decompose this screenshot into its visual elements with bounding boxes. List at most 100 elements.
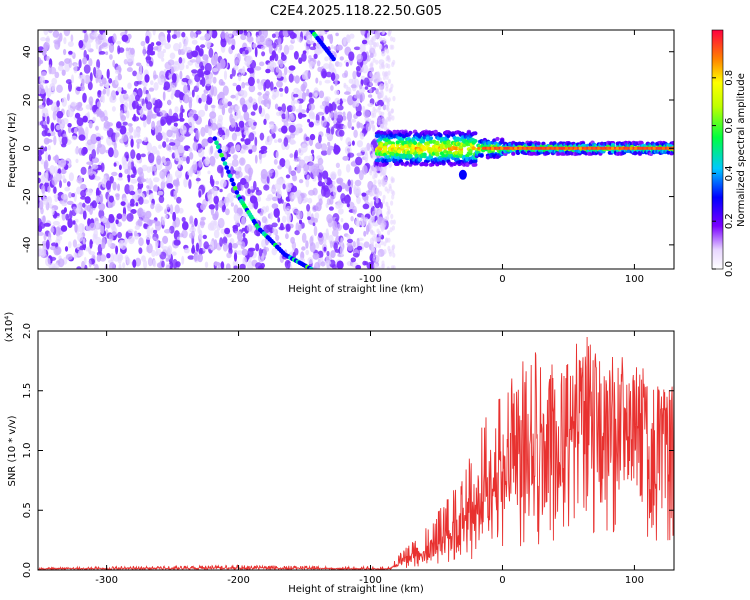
noise-speckle bbox=[138, 247, 143, 254]
noise-speckle bbox=[42, 42, 51, 51]
noise-speckle bbox=[135, 94, 140, 102]
noise-speckle bbox=[191, 69, 198, 74]
noise-speckle bbox=[279, 43, 283, 51]
noise-speckle bbox=[295, 123, 303, 129]
noise-speckle bbox=[321, 185, 325, 190]
noise-speckle bbox=[151, 145, 158, 155]
noise-speckle bbox=[128, 125, 134, 134]
noise-speckle bbox=[355, 264, 362, 269]
noise-speckle bbox=[204, 103, 208, 112]
noise-speckle bbox=[108, 215, 115, 224]
noise-speckle bbox=[259, 132, 265, 141]
noise-speckle bbox=[52, 30, 60, 38]
noise-speckle bbox=[290, 171, 297, 176]
noise-speckle bbox=[362, 203, 370, 210]
noise-speckle bbox=[44, 146, 48, 152]
y-tick-label: -20 bbox=[22, 188, 33, 204]
noise-speckle bbox=[210, 145, 214, 154]
noise-speckle bbox=[226, 153, 231, 158]
signal-hotspot bbox=[624, 146, 629, 150]
noise-speckle bbox=[106, 239, 113, 246]
noise-speckle bbox=[129, 190, 136, 196]
noise-speckle bbox=[111, 106, 116, 112]
noise-speckle bbox=[356, 245, 363, 251]
noise-speckle bbox=[181, 217, 186, 222]
noise-speckle bbox=[258, 105, 262, 114]
noise-speckle bbox=[225, 208, 230, 216]
noise-speckle bbox=[276, 80, 283, 88]
noise-speckle bbox=[363, 109, 371, 119]
noise-speckle bbox=[178, 57, 183, 64]
noise-speckle bbox=[161, 168, 169, 173]
noise-speckle bbox=[146, 226, 151, 237]
noise-speckle bbox=[326, 148, 332, 156]
noise-speckle bbox=[116, 121, 122, 129]
noise-speckle bbox=[308, 60, 316, 70]
noise-speckle bbox=[198, 97, 202, 104]
noise-speckle bbox=[130, 138, 134, 148]
noise-speckle bbox=[276, 188, 282, 199]
noise-speckle bbox=[127, 123, 133, 127]
noise-speckle bbox=[111, 171, 118, 177]
noise-speckle bbox=[352, 252, 360, 258]
y-tick-label: -40 bbox=[22, 237, 33, 253]
noise-speckle bbox=[283, 44, 290, 55]
signal-cell bbox=[473, 159, 478, 164]
noise-speckle bbox=[187, 255, 195, 260]
noise-edge-speckle bbox=[390, 83, 394, 89]
noise-speckle bbox=[167, 30, 171, 34]
noise-speckle bbox=[287, 182, 293, 189]
noise-speckle bbox=[112, 59, 116, 68]
noise-speckle bbox=[91, 164, 99, 170]
noise-speckle bbox=[82, 202, 86, 208]
noise-speckle bbox=[212, 68, 219, 72]
noise-speckle bbox=[143, 223, 147, 228]
noise-speckle bbox=[109, 262, 116, 269]
noise-speckle bbox=[219, 188, 223, 193]
noise-speckle bbox=[233, 212, 240, 223]
noise-speckle bbox=[217, 217, 225, 229]
noise-speckle bbox=[345, 137, 352, 146]
noise-speckle bbox=[172, 179, 178, 186]
streak-point bbox=[231, 181, 236, 187]
noise-speckle bbox=[290, 185, 298, 193]
y-tick-label: 20 bbox=[22, 94, 33, 107]
noise-speckle bbox=[201, 93, 207, 103]
noise-speckle bbox=[220, 228, 225, 234]
noise-speckle bbox=[166, 32, 171, 43]
noise-edge-speckle bbox=[382, 172, 387, 178]
signal-cell bbox=[473, 162, 478, 167]
noise-speckle bbox=[52, 110, 57, 121]
noise-speckle bbox=[224, 227, 231, 235]
noise-speckle bbox=[160, 180, 166, 189]
noise-speckle bbox=[266, 175, 270, 184]
noise-edge-speckle bbox=[389, 162, 393, 168]
noise-speckle bbox=[156, 150, 160, 157]
noise-speckle bbox=[317, 66, 323, 73]
noise-speckle bbox=[38, 171, 42, 176]
noise-edge-speckle bbox=[374, 243, 378, 249]
noise-speckle bbox=[94, 263, 99, 269]
noise-speckle bbox=[77, 249, 84, 257]
noise-speckle bbox=[181, 229, 188, 239]
noise-speckle bbox=[49, 83, 56, 91]
noise-edge-speckle bbox=[390, 200, 394, 206]
noise-edge-speckle bbox=[369, 223, 373, 229]
noise-speckle bbox=[246, 224, 253, 232]
noise-speckle bbox=[315, 241, 320, 249]
noise-speckle bbox=[293, 50, 299, 60]
signal-cell bbox=[471, 146, 476, 151]
noise-speckle bbox=[82, 115, 88, 123]
noise-speckle bbox=[132, 259, 137, 268]
noise-edge-speckle bbox=[392, 59, 396, 65]
noise-speckle bbox=[305, 249, 310, 256]
noise-speckle bbox=[157, 125, 162, 133]
noise-speckle bbox=[238, 74, 242, 82]
signal-hotspot bbox=[560, 146, 564, 150]
noise-speckle bbox=[48, 263, 56, 269]
noise-speckle bbox=[98, 51, 106, 55]
noise-speckle bbox=[288, 65, 296, 71]
figure-title: C2E4.2025.118.22.50.G05 bbox=[270, 4, 442, 19]
noise-speckle bbox=[93, 228, 98, 239]
noise-speckle bbox=[175, 261, 181, 268]
